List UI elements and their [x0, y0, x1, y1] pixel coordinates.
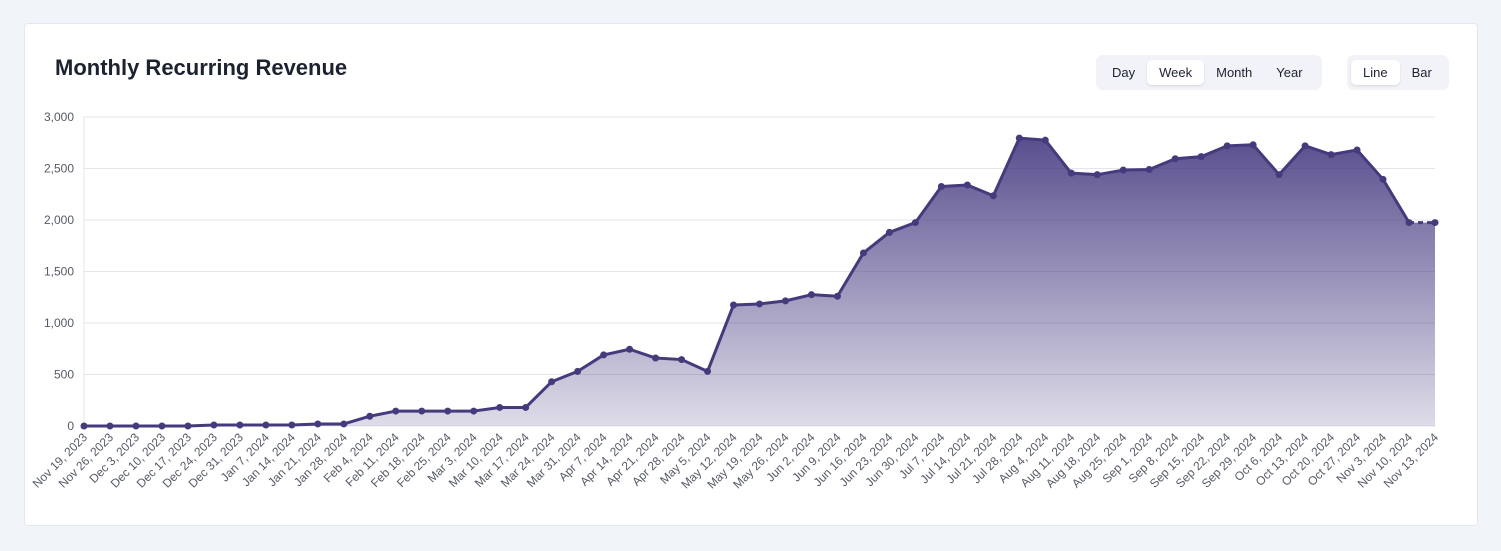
data-point[interactable] — [132, 422, 140, 430]
data-point[interactable] — [885, 228, 893, 236]
data-point[interactable] — [626, 345, 634, 353]
data-point[interactable] — [184, 422, 192, 430]
data-point[interactable] — [496, 403, 504, 411]
data-point[interactable] — [1431, 219, 1439, 227]
y-tick-label: 2,000 — [44, 213, 74, 227]
data-point[interactable] — [470, 407, 478, 415]
data-point[interactable] — [1041, 136, 1049, 144]
range-toggle-group: Day Week Month Year — [1096, 55, 1322, 90]
data-point[interactable] — [340, 420, 348, 428]
data-point[interactable] — [210, 421, 218, 429]
data-point[interactable] — [781, 297, 789, 305]
data-point[interactable] — [1015, 134, 1023, 142]
revenue-line — [84, 136, 1411, 428]
data-point[interactable] — [574, 367, 582, 375]
data-point[interactable] — [522, 403, 530, 411]
chart-type-line-button[interactable]: Line — [1351, 60, 1400, 85]
data-point[interactable] — [600, 351, 608, 359]
data-point[interactable] — [158, 422, 166, 430]
range-day-button[interactable]: Day — [1112, 65, 1136, 80]
data-point[interactable] — [418, 407, 426, 415]
chart-type-bar-button[interactable]: Bar — [1411, 65, 1432, 80]
data-point[interactable] — [1301, 142, 1309, 150]
y-tick-label: 3,000 — [44, 110, 74, 124]
data-point[interactable] — [548, 378, 556, 386]
data-point[interactable] — [989, 192, 997, 200]
data-point[interactable] — [1145, 166, 1153, 174]
chart-card: Monthly Recurring Revenue Day Week Month… — [24, 23, 1478, 526]
data-point[interactable] — [1353, 146, 1361, 154]
data-point[interactable] — [1093, 171, 1101, 179]
revenue-area — [84, 138, 1435, 426]
data-point[interactable] — [963, 181, 971, 189]
data-point[interactable] — [756, 300, 763, 308]
y-tick-label: 500 — [54, 368, 74, 382]
data-point[interactable] — [288, 421, 296, 429]
data-point[interactable] — [911, 219, 919, 227]
chart-title: Monthly Recurring Revenue — [55, 55, 348, 80]
data-point[interactable] — [1197, 153, 1205, 161]
range-year-button[interactable]: Year — [1276, 65, 1303, 80]
data-point[interactable] — [704, 367, 712, 375]
range-month-button[interactable]: Month — [1216, 65, 1253, 80]
data-point[interactable] — [678, 356, 686, 364]
y-tick-label: 0 — [67, 419, 74, 433]
data-point[interactable] — [833, 292, 841, 300]
data-point[interactable] — [1405, 219, 1413, 227]
data-point[interactable] — [1223, 142, 1231, 150]
data-point[interactable] — [652, 354, 660, 362]
data-point[interactable] — [937, 183, 945, 191]
data-point[interactable] — [80, 422, 88, 430]
data-point[interactable] — [444, 407, 452, 415]
data-point[interactable] — [807, 291, 815, 299]
data-point[interactable] — [859, 249, 867, 257]
data-point[interactable] — [730, 301, 738, 309]
data-point[interactable] — [1067, 169, 1075, 177]
data-point[interactable] — [366, 412, 374, 420]
chart-type-toggle-group: Line Bar — [1347, 55, 1449, 90]
data-point[interactable] — [262, 421, 270, 429]
data-point[interactable] — [1119, 166, 1127, 174]
data-point[interactable] — [1249, 141, 1257, 149]
data-point[interactable] — [1379, 175, 1387, 183]
data-point[interactable] — [236, 421, 244, 429]
data-point[interactable] — [314, 420, 322, 428]
data-point[interactable] — [106, 422, 114, 430]
data-point[interactable] — [1327, 151, 1335, 159]
data-point[interactable] — [1171, 155, 1179, 163]
data-point[interactable] — [392, 407, 400, 415]
y-tick-label: 1,000 — [44, 316, 74, 330]
data-point[interactable] — [1275, 171, 1283, 179]
y-tick-label: 2,500 — [44, 162, 74, 176]
y-tick-label: 1,500 — [44, 265, 74, 279]
range-week-button[interactable]: Week — [1147, 60, 1205, 85]
